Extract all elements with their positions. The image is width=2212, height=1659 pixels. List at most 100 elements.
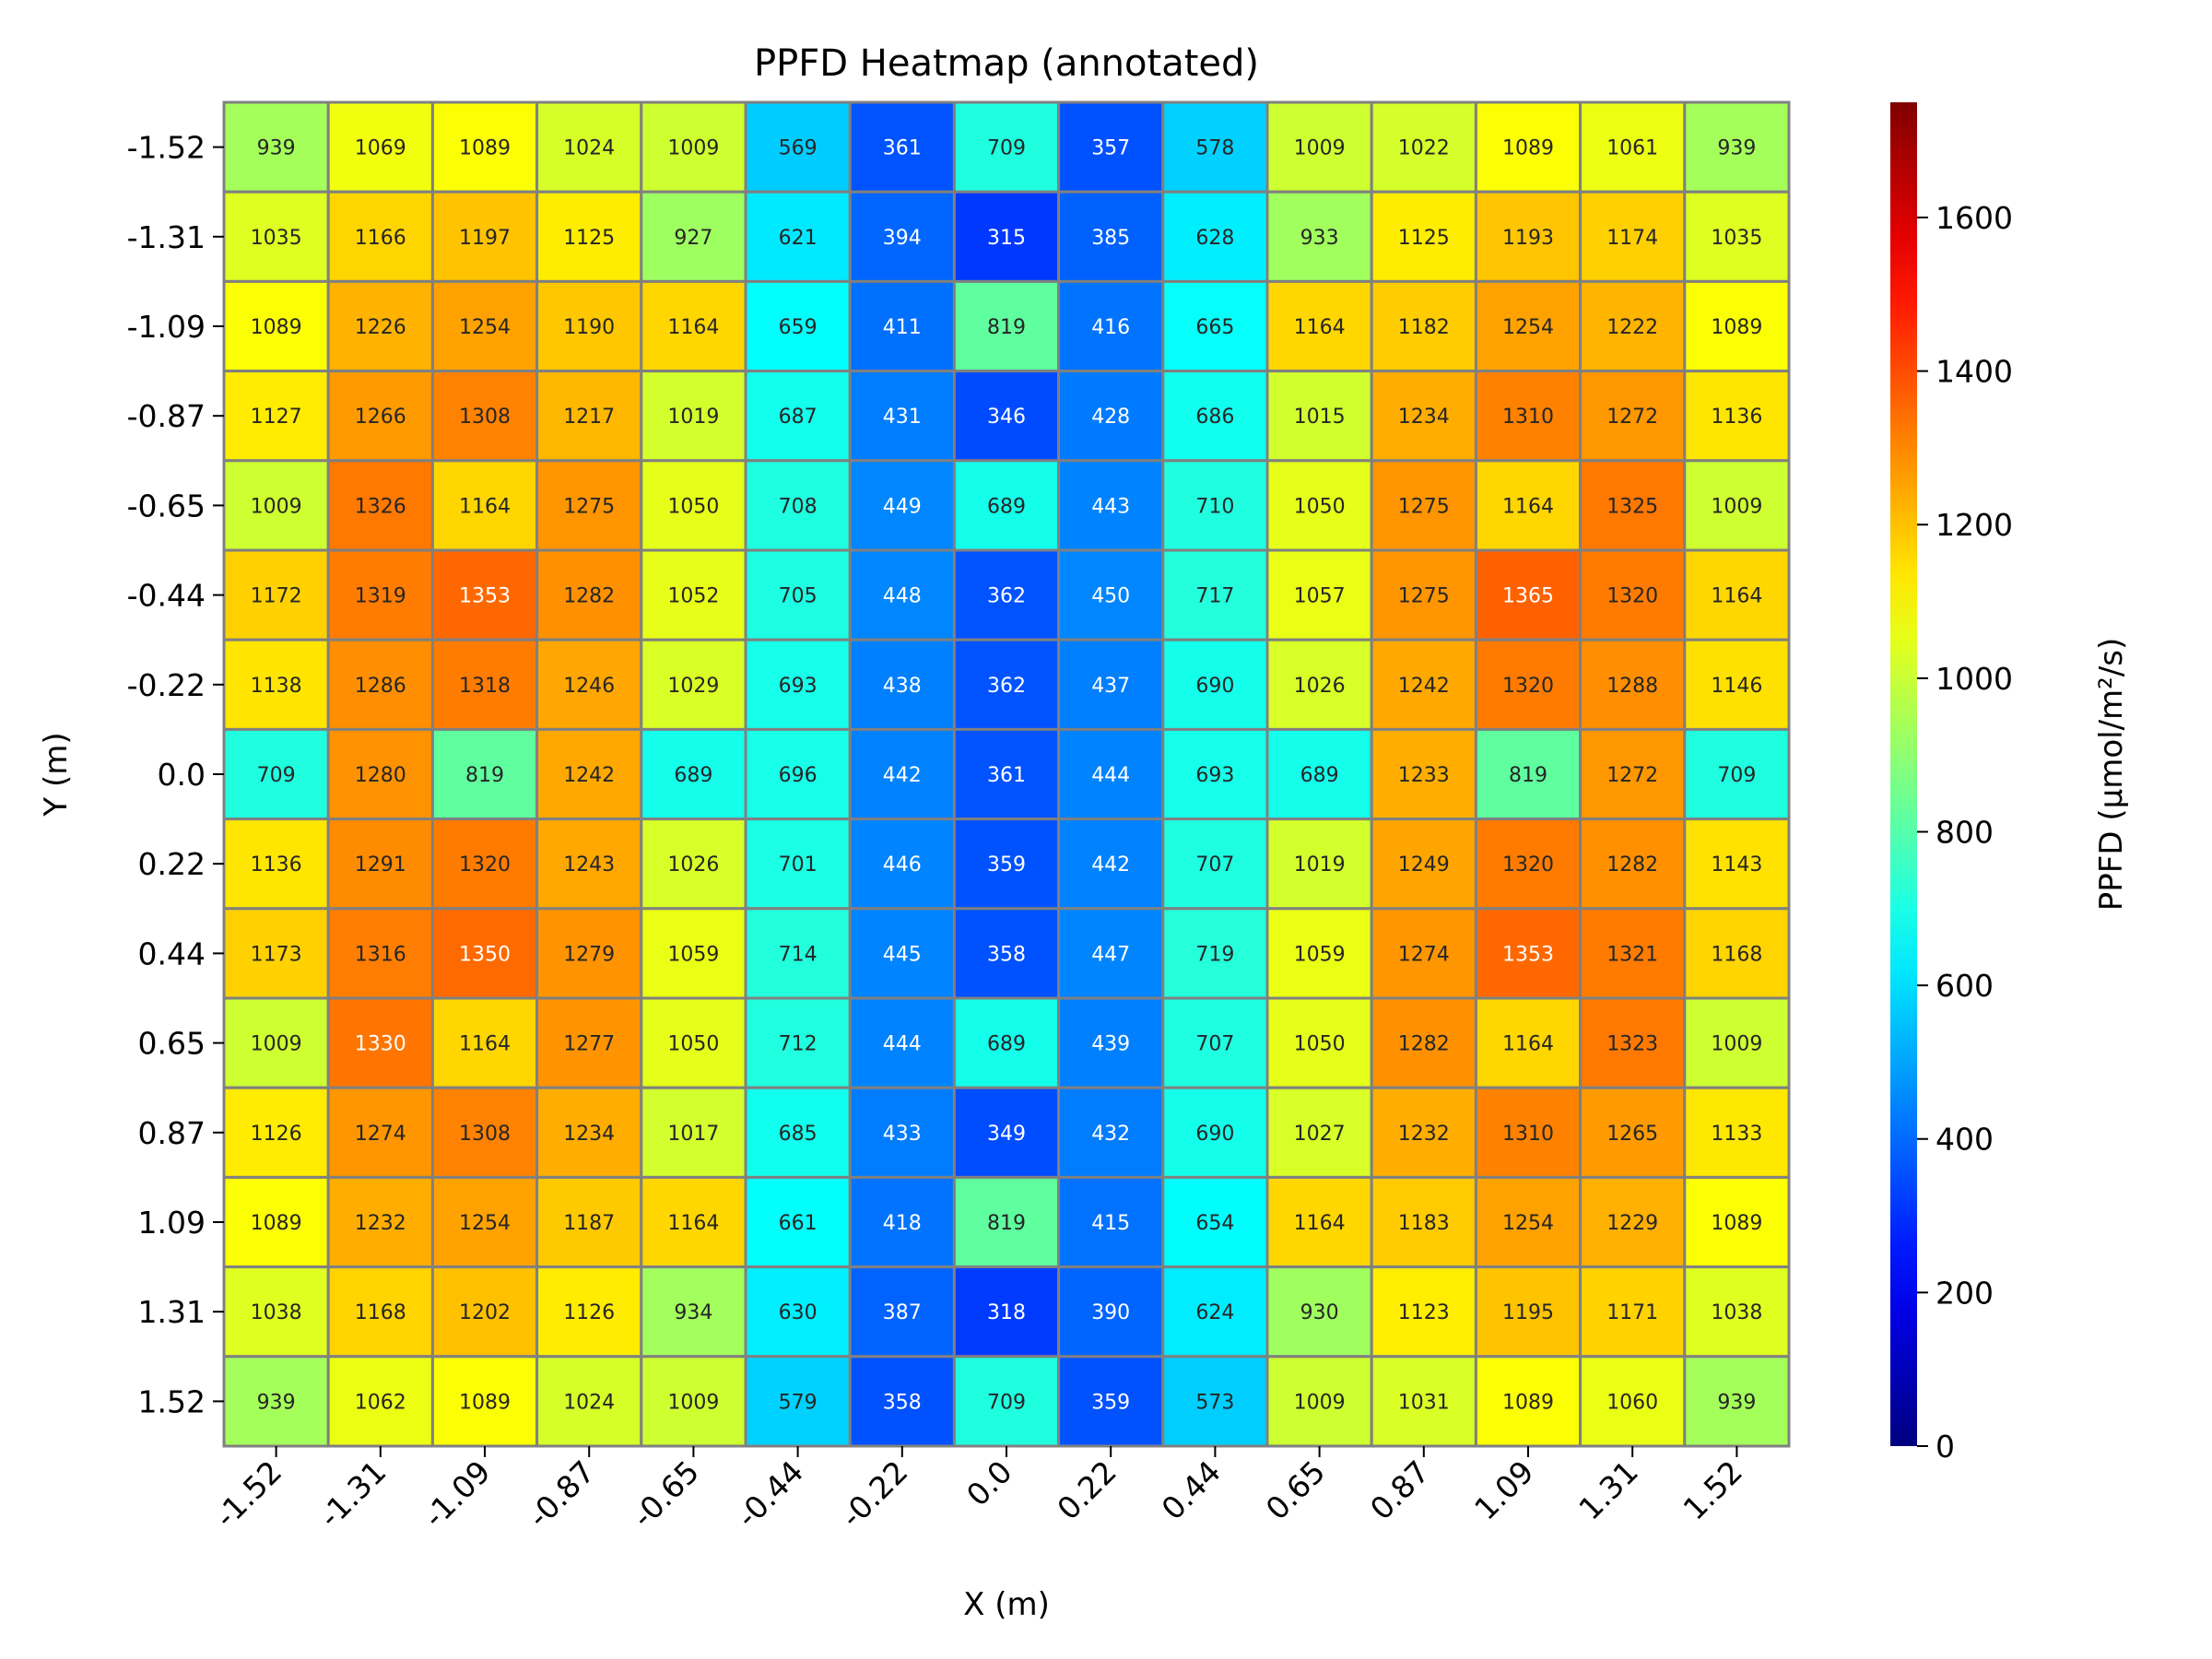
cell-annotation: 1320 [1606, 585, 1658, 608]
cell-annotation: 1254 [1502, 316, 1554, 339]
cell-annotation: 1031 [1398, 1391, 1450, 1414]
cell-annotation: 1136 [1711, 406, 1762, 429]
cell-annotation: 654 [1195, 1212, 1234, 1235]
heatmap-cell [640, 727, 747, 821]
heatmap-cell [952, 818, 1061, 911]
heatmap-cell [952, 100, 1061, 194]
cell-annotation: 1242 [563, 764, 615, 787]
heatmap-cell [1161, 548, 1269, 641]
heatmap-cell [1683, 727, 1791, 821]
cell-annotation: 1017 [667, 1123, 719, 1146]
heatmap-cell [1474, 1086, 1583, 1179]
cell-annotation: 1319 [355, 585, 406, 608]
colorbar-tick-label: 1200 [1936, 507, 2013, 543]
heatmap-cell [1579, 459, 1687, 552]
cell-annotation: 933 [1300, 227, 1339, 250]
cell-annotation: 361 [883, 137, 922, 160]
cell-annotation: 930 [1300, 1301, 1339, 1324]
colorbar-tick-label: 800 [1936, 814, 1994, 850]
cell-annotation: 1143 [1711, 853, 1762, 877]
heatmap-cell [1683, 907, 1791, 1000]
cell-annotation: 1089 [251, 316, 302, 339]
heatmap-cell [1683, 1355, 1791, 1448]
cell-annotation: 1089 [1711, 316, 1762, 339]
cell-annotation: 939 [257, 137, 296, 160]
cell-annotation: 1164 [459, 495, 511, 518]
cell-annotation: 1052 [667, 585, 719, 608]
cell-annotation: 1277 [563, 1033, 615, 1056]
y-tick-label: -0.65 [127, 488, 206, 524]
cell-annotation: 1038 [1711, 1301, 1762, 1324]
cell-annotation: 1254 [1502, 1212, 1554, 1235]
heatmap-cell [952, 638, 1061, 731]
heatmap-cell [326, 100, 434, 194]
colorbar-tick-label: 200 [1936, 1275, 1994, 1311]
cell-annotation: 1050 [1294, 495, 1346, 518]
cell-annotation: 710 [1195, 495, 1234, 518]
cell-annotation: 1125 [1398, 227, 1450, 250]
heatmap-cell [1683, 1265, 1791, 1359]
heatmap-cell [848, 1175, 956, 1269]
cell-annotation: 939 [1717, 137, 1756, 160]
cell-annotation: 696 [779, 764, 818, 787]
cell-annotation: 1089 [1502, 1391, 1554, 1414]
cell-annotation: 1233 [1398, 764, 1450, 787]
cell-annotation: 689 [987, 1033, 1026, 1056]
cell-annotation: 1195 [1502, 1301, 1554, 1324]
heatmap-cell [430, 190, 539, 283]
heatmap-cell [1579, 727, 1687, 821]
heatmap-cell [1161, 727, 1269, 821]
heatmap-cell [222, 370, 330, 463]
cell-annotation: 1353 [459, 585, 511, 608]
cell-annotation: 1029 [667, 675, 719, 698]
cell-annotation: 1272 [1606, 764, 1658, 787]
cell-annotation: 1275 [1398, 585, 1450, 608]
cell-annotation: 1265 [1606, 1123, 1658, 1146]
heatmap-cell [1057, 548, 1165, 641]
heatmap-cell [535, 1265, 643, 1359]
cell-annotation: 621 [779, 227, 818, 250]
cell-annotation: 1202 [459, 1301, 511, 1324]
y-tick-label: -1.31 [127, 219, 206, 255]
heatmap-cell [1265, 1086, 1373, 1179]
cell-annotation: 1274 [1398, 943, 1450, 966]
cell-annotation: 1009 [667, 137, 719, 160]
cell-annotation: 939 [257, 1391, 296, 1414]
cell-annotation: 1190 [563, 316, 615, 339]
y-tick-label: 0.22 [138, 846, 206, 882]
heatmap-cell [848, 279, 956, 373]
cell-annotation: 1318 [459, 675, 511, 698]
cell-annotation: 624 [1195, 1301, 1234, 1324]
cell-annotation: 1282 [563, 585, 615, 608]
cell-annotation: 1164 [667, 316, 719, 339]
cell-annotation: 1127 [251, 406, 302, 429]
cell-annotation: 707 [1195, 853, 1234, 877]
y-tick-label: -1.52 [127, 130, 206, 166]
cell-annotation: 1266 [355, 406, 406, 429]
cell-annotation: 630 [779, 1301, 818, 1324]
heatmap-cell [1370, 459, 1477, 552]
x-tick-label: 0.44 [1155, 1453, 1229, 1527]
heatmap-cell [222, 638, 330, 731]
heatmap-cell [1370, 100, 1477, 194]
cell-annotation: 358 [987, 943, 1026, 966]
cell-annotation: 712 [779, 1033, 818, 1056]
heatmap-cell [222, 1265, 330, 1359]
cell-annotation: 1089 [459, 137, 511, 160]
cell-annotation: 432 [1091, 1123, 1130, 1146]
cell-annotation: 1275 [1398, 495, 1450, 518]
cell-annotation: 714 [779, 943, 818, 966]
cell-annotation: 1310 [1502, 1123, 1554, 1146]
cell-annotation: 1059 [1294, 943, 1346, 966]
cell-annotation: 689 [674, 764, 712, 787]
heatmap-cell [1265, 1175, 1373, 1269]
cell-annotation: 1308 [459, 1123, 511, 1146]
cell-annotation: 685 [779, 1123, 818, 1146]
cell-annotation: 437 [1091, 675, 1130, 698]
cell-annotation: 1310 [1502, 406, 1554, 429]
heatmap-cell [848, 638, 956, 731]
heatmap-cell [848, 190, 956, 283]
cell-annotation: 1062 [355, 1391, 406, 1414]
heatmap-cell [1057, 459, 1165, 552]
cell-annotation: 1069 [355, 137, 406, 160]
